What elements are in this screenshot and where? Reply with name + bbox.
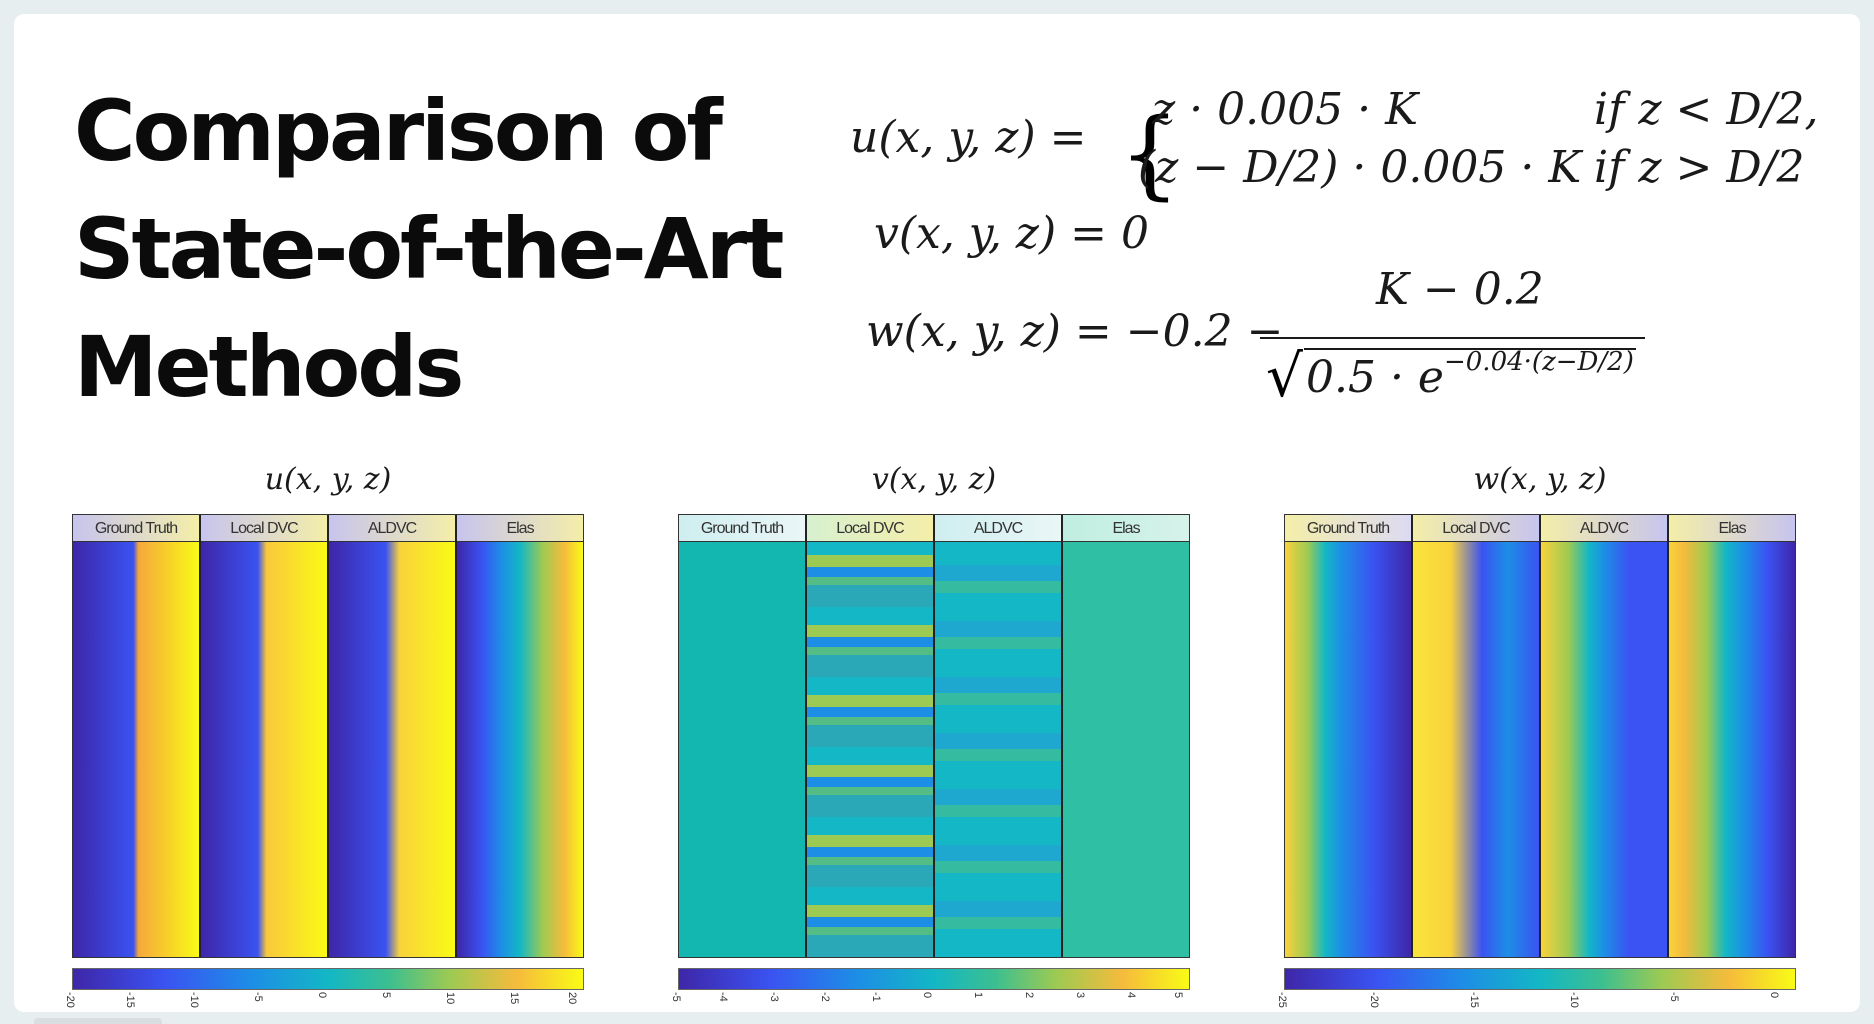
colorbar-tick: 5	[1172, 992, 1184, 999]
resize-handle[interactable]	[34, 1018, 162, 1024]
field-image	[201, 542, 327, 957]
strip-ground-truth: Ground Truth	[1285, 515, 1411, 957]
colorbar-tick: 10	[444, 992, 456, 1005]
colorbar-tick: -2	[819, 992, 831, 1002]
colorbar-tick: -1	[870, 992, 882, 1002]
panel-v: v(x, y, z) Ground Truth Local DVC ALDVC …	[670, 462, 1190, 1002]
eq-w-den-base: 0.5 · e	[1306, 352, 1444, 403]
colorbar-tick: -15	[1468, 992, 1480, 1008]
field-image	[73, 542, 199, 957]
colorbar-tick: 20	[566, 992, 578, 1005]
comparison-strips: Ground Truth Local DVC ALDVC Elas	[1284, 514, 1796, 958]
slide-title: Comparison of State-of-the-Art Methods	[74, 72, 794, 426]
comparison-strips: Ground Truth Local DVC ALDVC Elas	[72, 514, 584, 958]
colorbar	[72, 968, 584, 990]
eq-u-cond2: if z > D/2	[1594, 142, 1805, 193]
field-image	[457, 542, 583, 957]
colorbar-tick: -10	[1568, 992, 1580, 1008]
colorbar-tick: -5	[252, 992, 264, 1002]
panel-u: u(x, y, z) Ground Truth Local DVC ALDVC …	[64, 462, 584, 1008]
colorbar-tick: -15	[124, 992, 136, 1008]
strip-local-dvc: Local DVC	[1411, 515, 1539, 957]
column-header: Elas	[1063, 515, 1189, 542]
colorbar-tick: -3	[768, 992, 780, 1002]
strip-elas: Elas	[1667, 515, 1795, 957]
colorbar-tick: -10	[188, 992, 200, 1008]
colorbar-tick: 15	[508, 992, 520, 1005]
field-image	[1063, 542, 1189, 957]
colorbar-tick: 0	[1768, 992, 1780, 999]
column-header: Elas	[457, 515, 583, 542]
column-header: Ground Truth	[1285, 515, 1411, 542]
column-header: Elas	[1669, 515, 1795, 542]
strip-ground-truth: Ground Truth	[679, 515, 805, 957]
eq-w-den-exp: −0.04·(z−D/2)	[1443, 347, 1634, 377]
eq-w-numerator: K − 0.2	[1376, 264, 1544, 315]
eq-w-lhs: w(x, y, z) = −0.2 −	[866, 306, 1284, 357]
eq-w-sqrt-bar	[1304, 348, 1636, 350]
panel-title: u(x, y, z)	[264, 462, 392, 497]
colorbar-tick: -25	[1276, 992, 1288, 1008]
eq-u-cond1: if z < D/2,	[1594, 84, 1819, 135]
eq-u-case2: (z − D/2) · 0.005 · K	[1138, 142, 1582, 193]
colorbar-tick: 3	[1074, 992, 1086, 999]
colorbar-tick: -4	[717, 992, 729, 1002]
field-image	[1541, 542, 1667, 957]
field-image	[1669, 542, 1795, 957]
colorbar	[678, 968, 1190, 990]
colorbar-tick: -5	[1668, 992, 1680, 1002]
title-line-3: Methods	[74, 318, 464, 416]
slide: Comparison of State-of-the-Art Methods u…	[14, 14, 1860, 1012]
column-header: Ground Truth	[679, 515, 805, 542]
panel-title: v(x, y, z)	[871, 462, 997, 497]
title-line-1: Comparison of	[74, 82, 723, 180]
strip-ground-truth: Ground Truth	[73, 515, 199, 957]
comparison-strips: Ground Truth Local DVC ALDVC Elas	[678, 514, 1190, 958]
eq-v: v(x, y, z) = 0	[874, 208, 1149, 259]
colorbar-tick: -5	[670, 992, 682, 1002]
field-image	[679, 542, 805, 957]
strip-aldvc: ALDVC	[1539, 515, 1667, 957]
colorbar-tick: 4	[1125, 992, 1137, 999]
colorbar-ticks: -20 -15 -10 -5 0 5 10 15 20	[64, 992, 584, 1012]
field-image	[807, 542, 933, 957]
field-image	[1285, 542, 1411, 957]
column-header: Local DVC	[807, 515, 933, 542]
field-image	[935, 542, 1061, 957]
strip-local-dvc: Local DVC	[199, 515, 327, 957]
eq-w-denominator: 0.5 · e−0.04·(z−D/2)	[1306, 347, 1634, 403]
colorbar-tick: 0	[921, 992, 933, 999]
column-header: ALDVC	[329, 515, 455, 542]
column-header: ALDVC	[935, 515, 1061, 542]
column-header: Ground Truth	[73, 515, 199, 542]
colorbar	[1284, 968, 1796, 990]
colorbar-ticks: -25 -20 -15 -10 -5 0	[1276, 992, 1796, 1012]
colorbar-tick: 0	[316, 992, 328, 999]
eq-u-lhs: u(x, y, z) =	[850, 112, 1087, 163]
eq-u-case1: z · 0.005 · K	[1152, 84, 1418, 135]
column-header: ALDVC	[1541, 515, 1667, 542]
strip-aldvc: ALDVC	[933, 515, 1061, 957]
colorbar-tick: 5	[380, 992, 392, 999]
field-image	[329, 542, 455, 957]
field-image	[1413, 542, 1539, 957]
colorbar-tick: 1	[972, 992, 984, 999]
column-header: Local DVC	[201, 515, 327, 542]
strip-elas: Elas	[455, 515, 583, 957]
colorbar-tick: -20	[64, 992, 76, 1008]
strip-aldvc: ALDVC	[327, 515, 455, 957]
strip-local-dvc: Local DVC	[805, 515, 933, 957]
colorbar-ticks: -5 -4 -3 -2 -1 0 1 2 3 4 5	[670, 992, 1190, 1012]
eq-u-brace: {	[1119, 98, 1181, 210]
title-line-2: State-of-the-Art	[74, 200, 784, 298]
eq-w-fraction-line	[1260, 337, 1645, 339]
sqrt-icon: √	[1266, 342, 1303, 410]
panel-title: w(x, y, z)	[1473, 462, 1607, 497]
colorbar-tick: -20	[1368, 992, 1380, 1008]
column-header: Local DVC	[1413, 515, 1539, 542]
colorbar-tick: 2	[1023, 992, 1035, 999]
strip-elas: Elas	[1061, 515, 1189, 957]
panel-w: w(x, y, z) Ground Truth Local DVC ALDVC …	[1276, 462, 1796, 1008]
